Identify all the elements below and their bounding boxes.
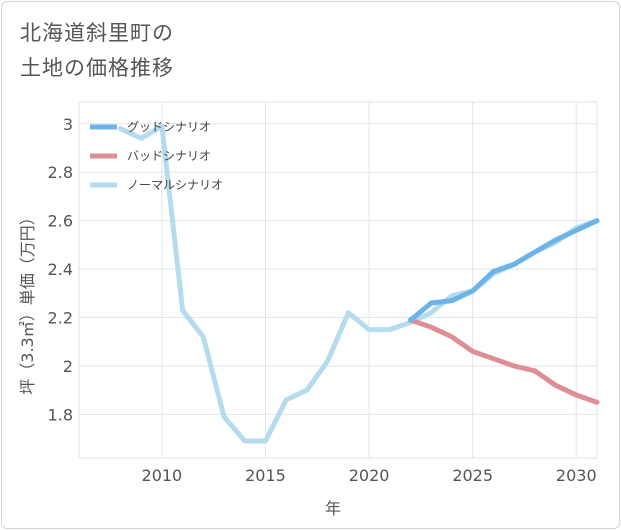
x-tick-label: 2015 — [245, 466, 286, 485]
y-tick-label: 1.8 — [48, 405, 73, 424]
y-tick-label: 2.2 — [48, 309, 73, 328]
y-tick-label: 3 — [63, 115, 73, 134]
x-tick-label: 2030 — [556, 466, 597, 485]
y-tick-label: 2.6 — [48, 212, 73, 231]
legend-label: ノーマルシナリオ — [127, 178, 223, 192]
legend-label: バッドシナリオ — [127, 149, 211, 163]
legend-label: グッドシナリオ — [127, 120, 211, 134]
plot-area — [78, 101, 598, 459]
y-tick-label: 2.8 — [48, 163, 73, 182]
y-tick-label: 2.4 — [48, 260, 73, 279]
axes: 2010 2015 2020 2025 2030 1.8 2 2.2 2.4 2.6 2.8 3 — [48, 115, 597, 485]
chart-title-line-2: 土地の価格推移 — [20, 56, 174, 80]
x-tick-label: 2010 — [142, 466, 183, 485]
series-line — [408, 317, 600, 405]
x-tick-label: 2020 — [349, 466, 390, 485]
x-axis-label: 年 — [325, 499, 341, 518]
chart-title: 北海道斜里町の 土地の価格推移 — [20, 16, 174, 86]
y-axis-label: 坪（3.3㎡）単価（万円） — [18, 209, 37, 394]
y-tick-label: 2 — [63, 357, 73, 376]
grid-lines — [78, 101, 598, 459]
series-line — [117, 123, 600, 444]
series-line — [408, 218, 600, 323]
x-tick-label: 2025 — [452, 466, 493, 485]
series-lines — [117, 123, 600, 444]
chart-title-line-1: 北海道斜里町の — [20, 21, 174, 45]
